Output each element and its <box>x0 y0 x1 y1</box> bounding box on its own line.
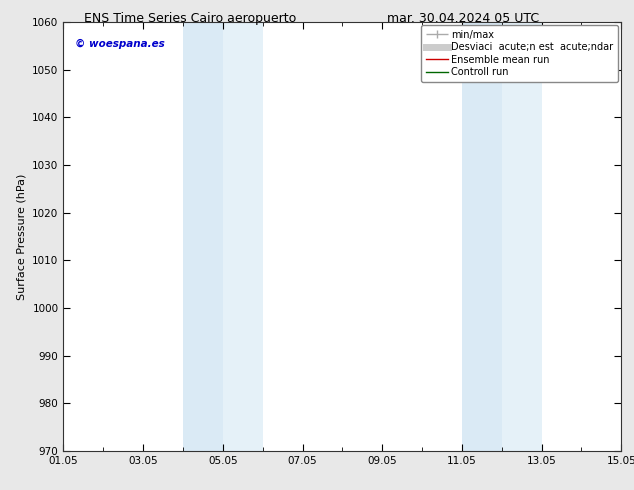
Y-axis label: Surface Pressure (hPa): Surface Pressure (hPa) <box>16 173 27 299</box>
Text: © woespana.es: © woespana.es <box>75 39 164 49</box>
Legend: min/max, Desviaci  acute;n est  acute;ndar, Ensemble mean run, Controll run: min/max, Desviaci acute;n est acute;ndar… <box>421 25 618 82</box>
Bar <box>183 22 223 451</box>
Text: mar. 30.04.2024 05 UTC: mar. 30.04.2024 05 UTC <box>387 12 539 25</box>
Text: ENS Time Series Cairo aeropuerto: ENS Time Series Cairo aeropuerto <box>84 12 296 25</box>
Bar <box>223 22 262 451</box>
Bar <box>462 22 501 451</box>
Bar <box>501 22 541 451</box>
